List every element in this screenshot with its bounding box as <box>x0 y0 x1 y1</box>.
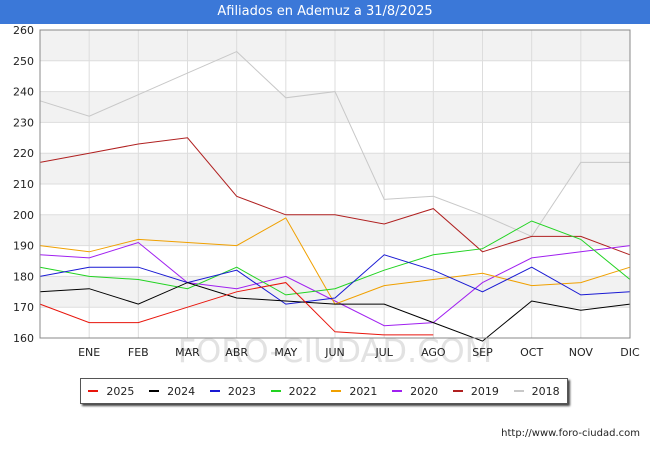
series-line-2025 <box>39 282 434 336</box>
legend-item-2019: 2019 <box>452 384 499 398</box>
y-tick-label: 180 <box>13 270 34 283</box>
x-tick-label: AGO <box>421 346 446 359</box>
legend: 2025 2024 2023 2022 2021 2020 2019 2018 <box>80 378 568 404</box>
plot-frame <box>39 29 631 339</box>
legend-item-2025: 2025 <box>88 385 134 398</box>
x-tick-label: ENE <box>78 346 100 359</box>
legend-label: 2024 <box>167 384 196 398</box>
series-line-2020 <box>39 241 631 327</box>
series-line-2019 <box>39 137 631 256</box>
x-tick-label: MAR <box>175 346 200 359</box>
y-tick-label: 170 <box>13 301 34 314</box>
legend-swatch <box>331 390 342 392</box>
x-tick-label: SEP <box>472 346 493 359</box>
series-line-2024 <box>39 282 631 342</box>
legend-item-2022: 2022 <box>270 384 317 398</box>
y-tick-label: 250 <box>13 55 34 68</box>
legend-swatch <box>270 390 281 392</box>
legend-label: 2019 <box>470 384 499 398</box>
legend-item-2023: 2023 <box>209 384 256 398</box>
x-tick-label: JUN <box>324 346 345 359</box>
legend-label: 2021 <box>349 384 378 398</box>
legend-swatch <box>88 390 99 392</box>
legend-swatch <box>209 390 220 392</box>
legend-label: 2025 <box>106 384 135 398</box>
x-tick-label: NOV <box>569 346 594 359</box>
legend-swatch <box>149 390 160 392</box>
y-tick-label: 260 <box>13 24 34 37</box>
x-tick-label: JUL <box>374 346 393 359</box>
legend-swatch <box>513 390 524 392</box>
legend-item-2024: 2024 <box>149 385 195 398</box>
x-tick-label: FEB <box>128 346 149 359</box>
series-line-2022 <box>39 220 631 296</box>
y-tick-label: 160 <box>13 332 34 345</box>
x-tick-label: DIC <box>620 346 640 359</box>
y-tick-label: 210 <box>13 178 34 191</box>
legend-swatch <box>452 390 463 392</box>
legend-label: 2023 <box>227 384 256 398</box>
legend-item-2020: 2020 <box>392 385 438 398</box>
y-tick-label: 240 <box>13 86 34 99</box>
chart-title: Afiliados en Ademuz a 31/8/2025 <box>0 0 650 24</box>
legend-label: 2022 <box>288 384 317 398</box>
y-tick-label: 220 <box>13 147 34 160</box>
x-tick-label: OCT <box>520 346 543 359</box>
legend-label: 2020 <box>410 384 439 398</box>
x-tick-label: ABR <box>225 346 248 359</box>
legend-label: 2018 <box>531 384 560 398</box>
y-tick-label: 230 <box>13 116 34 129</box>
legend-item-2018: 2018 <box>513 384 560 398</box>
y-tick-label: 200 <box>13 209 34 222</box>
legend-swatch <box>392 390 403 392</box>
series-line-2023 <box>39 254 631 305</box>
source-url[interactable]: http://www.foro-ciudad.com <box>501 428 640 439</box>
x-tick-label: MAY <box>274 346 297 359</box>
legend-item-2021: 2021 <box>331 385 377 398</box>
y-tick-label: 190 <box>13 240 34 253</box>
